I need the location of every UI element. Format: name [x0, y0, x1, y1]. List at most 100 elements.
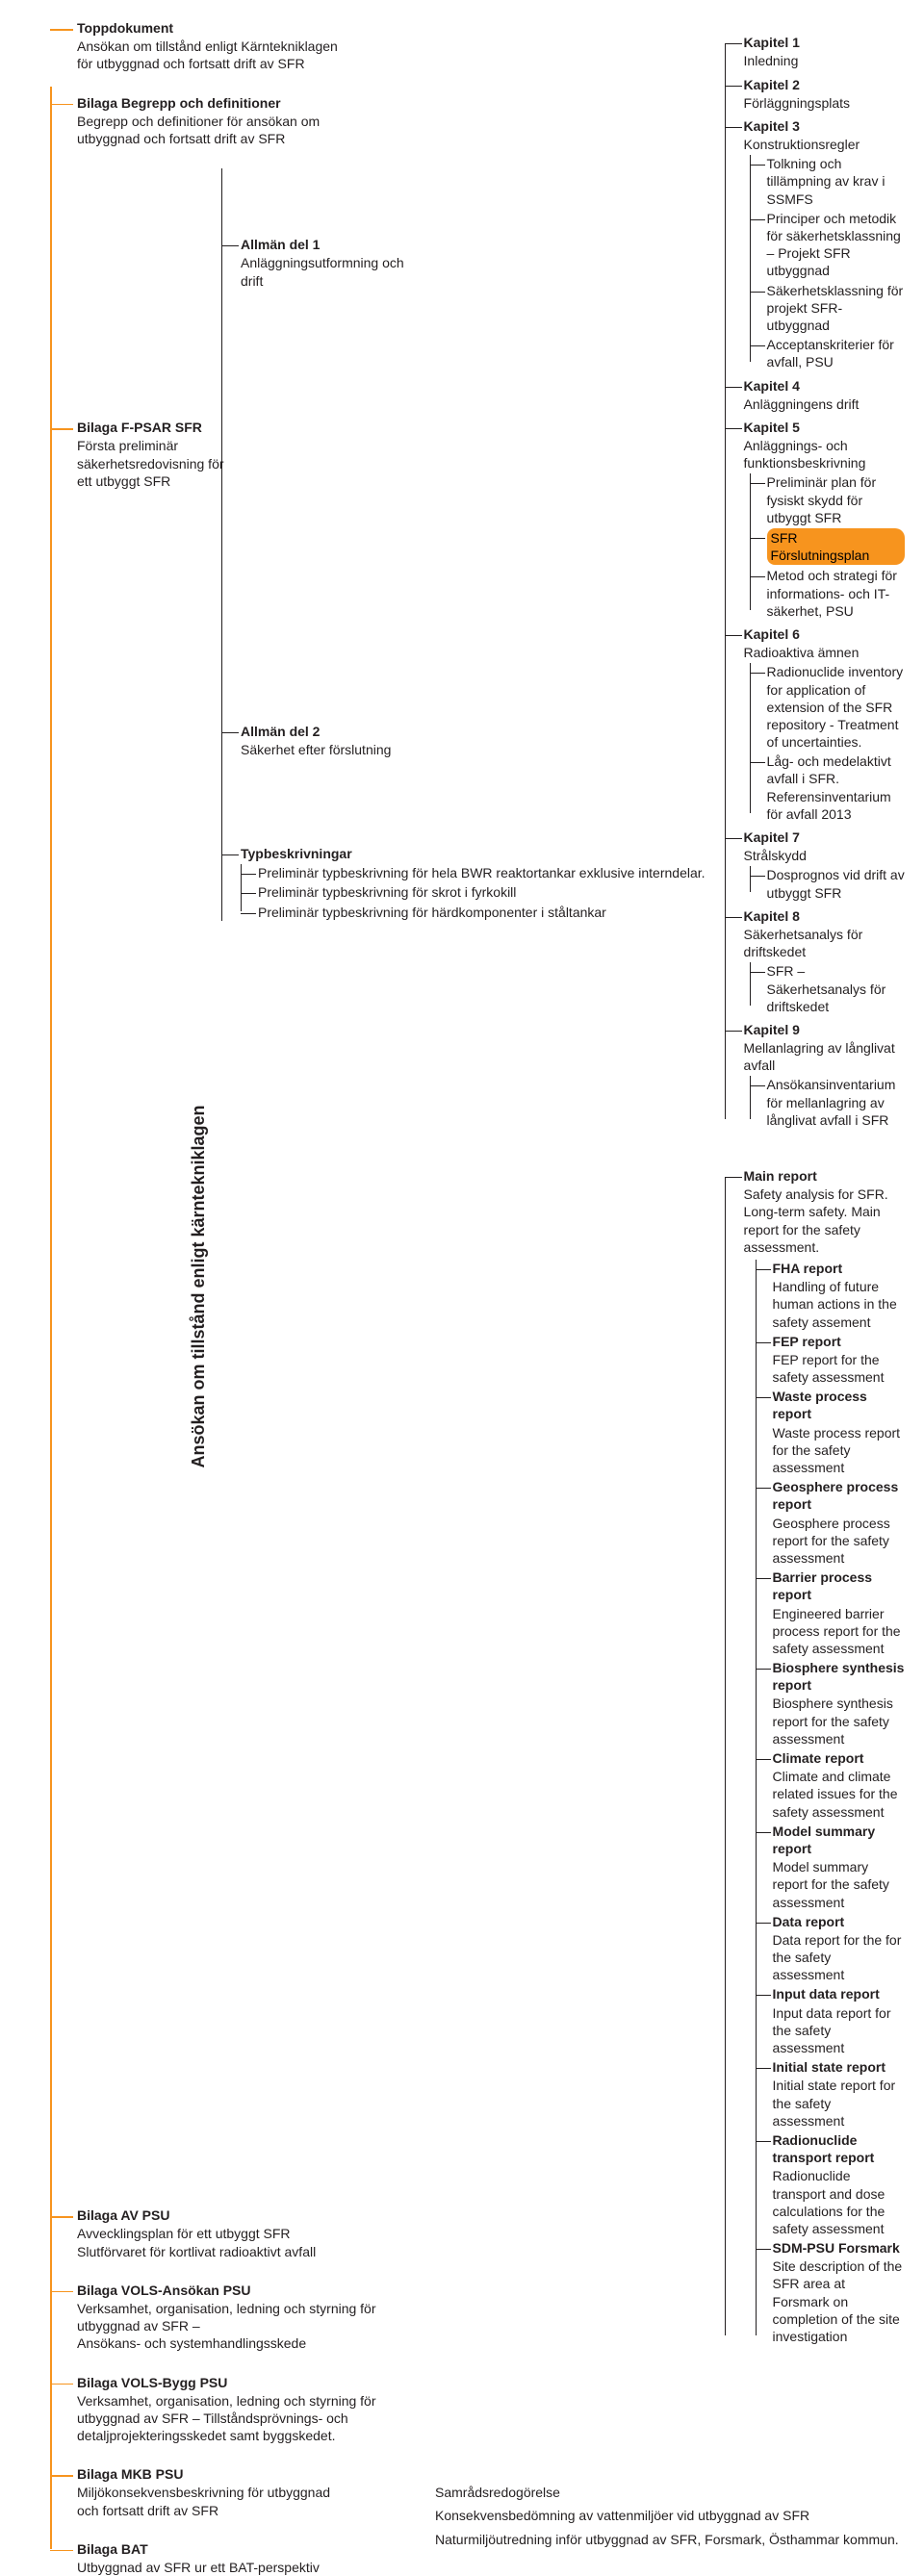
heading: Kapitel 2 — [744, 76, 905, 93]
desc: Engineered barrier process report for th… — [773, 1605, 905, 1658]
kapitel-item: Kapitel 5Anläggnings- och funktionsbeskr… — [738, 419, 905, 620]
kapitel-sub-item: Säkerhetsklassning för projekt SFR-utbyg… — [763, 282, 905, 335]
report-item: Input data report Input data report for t… — [769, 1985, 905, 2056]
report-item: FHA reportHandling of future human actio… — [769, 1260, 905, 1331]
kapitel-sub-item: Låg- och medelaktivt avfall i SFR. Refer… — [763, 752, 905, 823]
highlighted-doc: SFR Förslutningsplan — [767, 528, 905, 565]
report-item: Waste process reportWaste process report… — [769, 1388, 905, 1476]
report-item: Climate reportClimate and climate relate… — [769, 1749, 905, 1821]
desc: Anläggningens drift — [744, 395, 905, 413]
heading: Bilaga BAT — [77, 2540, 346, 2558]
desc: Anläggnings- och funktionsbeskrivning — [744, 437, 905, 472]
desc: Förläggningsplats — [744, 94, 905, 112]
heading: Initial state report — [773, 2058, 905, 2076]
fpsar-children: Allmän del 1 Anläggningsutformning och d… — [221, 159, 706, 931]
heading: Radionuclide transport report — [773, 2131, 905, 2166]
text: Konsekvensbedömning av vattenmiljöer vid… — [435, 2508, 809, 2523]
kapitel-sub-item: Dosprognos vid drift av utbyggt SFR — [763, 866, 905, 901]
desc: Begrepp och definitioner för ansökan om … — [77, 113, 346, 147]
main-report: Main report Safety analysis for SFR. Lon… — [738, 1167, 905, 2345]
heading: Waste process report — [773, 1388, 905, 1422]
kapitel-sub-group: Radionuclide inventory for application o… — [750, 663, 905, 823]
desc: Säkerhetsanalys för driftskedet — [744, 926, 905, 960]
kapitel-item: Kapitel 7Strålskydd Dosprognos vid drift … — [738, 829, 905, 902]
desc: Första preliminär säkerhetsredovisning f… — [77, 437, 231, 490]
kapitel-item: Kapitel 3KonstruktionsreglerTolkning och… — [738, 117, 905, 371]
text: Preliminär typbeskrivning för skrot i fy… — [258, 884, 516, 900]
kapitel-sub-group: Ansökansinventarium för mellanlagring av… — [750, 1076, 905, 1129]
heading: Kapitel 4 — [744, 377, 905, 395]
free-item: Samrådsredogörelse — [429, 2484, 905, 2501]
kapitel-sub-group: Preliminär plan för fysiskt skydd för ut… — [750, 473, 905, 620]
desc: Inledning — [744, 52, 905, 69]
lvl1-vols-bygg: Bilaga VOLS-Bygg PSU Verksamhet, organis… — [67, 2374, 905, 2445]
lvl1-vols-ansokan: Bilaga VOLS-Ansökan PSU Verksamhet, orga… — [67, 2282, 905, 2353]
kapitel-sub-item: SFR Förslutningsplan — [763, 528, 905, 565]
heading: Bilaga VOLS-Bygg PSU — [77, 2374, 404, 2391]
text: Naturmiljöutredning inför utbyggnad av S… — [435, 2532, 899, 2547]
desc: Safety analysis for SFR. Long-term safet… — [744, 1186, 905, 1256]
tree-root: Toppdokument Ansökan om tillstånd enligt… — [50, 19, 905, 2576]
kapitel-group: Kapitel 1Inledning Kapitel 2Förläggningsp… — [725, 34, 905, 1129]
report-item: Model summary reportModel summary report… — [769, 1823, 905, 1911]
heading: Main report — [744, 1167, 905, 1185]
kapitel-sub-item: Principer och metodik för säkerhetsklass… — [763, 210, 905, 280]
text: Preliminär typbeskrivning för hela BWR r… — [258, 865, 706, 880]
kapitel-sub-item: Ansökansinventarium för mellanlagring av… — [763, 1076, 905, 1129]
report-item: FEP reportFEP report for the safety asse… — [769, 1333, 905, 1387]
desc: Geosphere process report for the safety … — [773, 1515, 905, 1568]
desc: Radioaktiva ämnen — [744, 644, 905, 661]
kapitel-sub-item: Acceptanskriterier för avfall, PSU — [763, 336, 905, 370]
typ-item: Preliminär typbeskrivning för hela BWR r… — [254, 864, 706, 881]
heading: Kapitel 6 — [744, 625, 905, 643]
heading: Data report — [773, 1913, 905, 1930]
heading: Kapitel 3 — [744, 117, 905, 135]
lvl2-allman1: Allmän del 1 Anläggningsutformning och d… — [235, 236, 706, 290]
heading: Bilaga F-PSAR SFR — [77, 419, 231, 436]
desc: Miljökonsekvensbeskrivning för utbyggnad… — [77, 2484, 346, 2518]
reports-list: FHA reportHandling of future human actio… — [756, 1260, 905, 2345]
heading: Input data report — [773, 1985, 905, 2002]
typbeskr-items: Preliminär typbeskrivning för hela BWR r… — [241, 864, 706, 921]
heading: Model summary report — [773, 1823, 905, 1857]
lvl2-typbeskr: Typbeskrivningar Preliminär typbeskrivni… — [235, 845, 706, 921]
kapitel-sub-item: Tolkning och tillämpning av krav i SSMFS — [763, 155, 905, 208]
heading: FEP report — [773, 1333, 905, 1350]
text: Preliminär typbeskrivning för härdkompon… — [258, 905, 606, 920]
kapitel-sub-item: Preliminär plan för fysiskt skydd för ut… — [763, 473, 905, 526]
kapitel-sub-item: Metod och strategi för informations- och… — [763, 567, 905, 620]
kapitel-item: Kapitel 2Förläggningsplats — [738, 76, 905, 112]
text: Samrådsredogörelse — [435, 2485, 560, 2500]
lvl2-allman2: Allmän del 2 Säkerhet efter förslutning — [235, 723, 706, 758]
heading: Kapitel 8 — [744, 907, 905, 925]
report-item: Geosphere process reportGeosphere proces… — [769, 1478, 905, 1567]
heading: Kapitel 7 — [744, 829, 905, 846]
typ-item: Preliminär typbeskrivning för härdkompon… — [254, 904, 706, 921]
typ-item: Preliminär typbeskrivning för skrot i fy… — [254, 883, 706, 901]
heading: Typbeskrivningar — [241, 845, 424, 862]
desc: Verksamhet, organisation, ledning och st… — [77, 2300, 385, 2353]
desc: Waste process report for the safety asse… — [773, 1424, 905, 1477]
heading: Bilaga VOLS-Ansökan PSU — [77, 2282, 385, 2299]
kapitel-item: Kapitel 1Inledning — [738, 34, 905, 69]
kapitel-sub-group: Dosprognos vid drift av utbyggt SFR — [750, 866, 905, 901]
desc: Strålskydd — [744, 847, 905, 864]
heading: Kapitel 9 — [744, 1021, 905, 1038]
report-item: Biosphere synthesis reportBiosphere synt… — [769, 1659, 905, 1747]
heading: Kapitel 1 — [744, 34, 905, 51]
kapitel-item: Kapitel 9Mellanlagring av långlivat avfa… — [738, 1021, 905, 1129]
heading: Allmän del 1 — [241, 236, 424, 253]
desc: Handling of future human actions in the … — [773, 1278, 905, 1331]
heading: Barrier process report — [773, 1569, 905, 1603]
desc: Avvecklingsplan för ett utbyggt SFR Slut… — [77, 2225, 346, 2259]
mainreport-group: Main report Safety analysis for SFR. Lon… — [725, 1167, 905, 2345]
desc: Input data report for the safety assessm… — [773, 2004, 905, 2057]
heading: Kapitel 5 — [744, 419, 905, 436]
kapitel-item: Kapitel 6Radioaktiva ämnen Radionuclide i… — [738, 625, 905, 823]
desc: Data report for the for the safety asses… — [773, 1931, 905, 1984]
kapitel-item: Kapitel 4Anläggningens drift — [738, 377, 905, 413]
desc: Verksamhet, organisation, ledning och st… — [77, 2392, 404, 2445]
heading: Bilaga Begrepp och definitioner — [77, 94, 346, 112]
report-item: Barrier process reportEngineered barrier… — [769, 1569, 905, 1657]
free-item: Naturmiljöutredning inför utbyggnad av S… — [429, 2531, 905, 2548]
